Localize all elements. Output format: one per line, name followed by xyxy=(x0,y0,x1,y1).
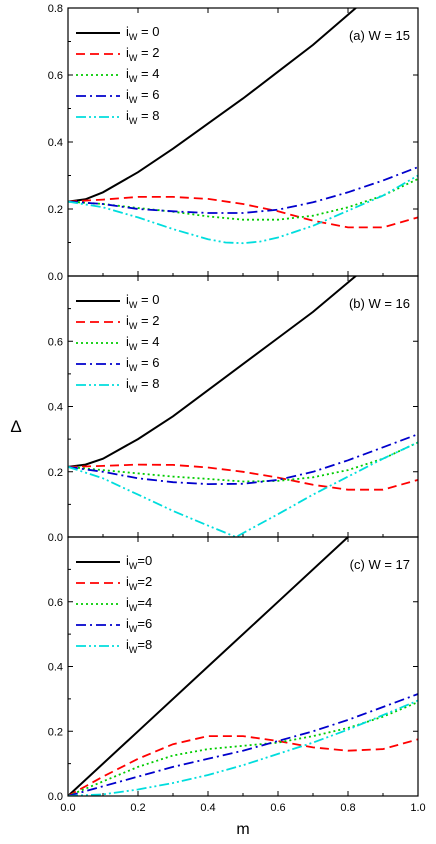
y-tick-label-3-1: 0.2 xyxy=(48,726,63,738)
series-line-2-2 xyxy=(68,441,418,483)
legend-label-1-2: iW = 4 xyxy=(126,66,159,84)
series-line-1-4 xyxy=(68,174,418,245)
y-tick-label-2-3: 0.6 xyxy=(48,336,63,348)
legend-label-2-1: iW = 2 xyxy=(126,313,159,331)
series-line-2-0 xyxy=(68,276,358,468)
panel-2: 0.0 0.2 0.4 0.6 (b) W = 16 iW = 0 iW = 2 iW = 4… xyxy=(48,275,419,544)
y-tick-label-3-0: 0.0 xyxy=(48,791,63,803)
panel-title-3: (c) W = 17 xyxy=(350,557,410,572)
series-line-3-3 xyxy=(68,693,418,796)
x-axis-label: m xyxy=(236,821,249,838)
y-tick-label-1-1: 0.2 xyxy=(48,204,63,216)
x-tick-label-3-0: 0.0 xyxy=(60,802,75,814)
y-tick-label-2-0: 0.0 xyxy=(48,532,63,544)
legend-label-2-4: iW = 8 xyxy=(126,376,159,394)
legend-2: iW = 0 iW = 2 iW = 4 iW = 6 iW = 8 xyxy=(76,292,159,394)
y-tick-label-2-2: 0.4 xyxy=(48,402,63,414)
x-tick-label-3-1: 0.2 xyxy=(130,802,145,814)
y-tick-label-3-2: 0.4 xyxy=(48,662,63,674)
legend-label-3-2: iW=4 xyxy=(126,595,152,613)
x-tick-label-3-5: 1.0 xyxy=(410,802,425,814)
panel-3: 0.0 0.2 0.4 0.6 0.8 1.0 0.0 0.2 0.4 0.6 (c) W = 17… xyxy=(48,536,426,814)
series-line-1-1 xyxy=(68,195,418,229)
series-line-1-2 xyxy=(68,178,418,221)
x-tick-label-3-2: 0.4 xyxy=(200,802,215,814)
y-axis-label: Δ xyxy=(10,417,21,436)
legend-label-3-1: iW=2 xyxy=(126,574,152,592)
legend-label-1-0: iW = 0 xyxy=(126,24,159,42)
series-line-1-0 xyxy=(68,8,358,203)
y-tick-label-3-3: 0.6 xyxy=(48,597,63,609)
y-tick-label-1-0: 0.0 xyxy=(48,271,63,283)
legend-label-1-3: iW = 6 xyxy=(126,87,159,105)
legend-label-1-1: iW = 2 xyxy=(126,45,159,63)
series-line-3-4 xyxy=(68,699,418,796)
series-line-2-1 xyxy=(68,463,418,491)
legend-label-3-3: iW=6 xyxy=(126,616,152,634)
legend-label-2-0: iW = 0 xyxy=(126,292,159,310)
y-tick-label-1-3: 0.6 xyxy=(48,70,63,82)
series-line-1-3 xyxy=(68,166,418,214)
legend-label-2-2: iW = 4 xyxy=(126,334,159,352)
legend-label-2-3: iW = 6 xyxy=(126,355,159,373)
legend-label-3-4: iW=8 xyxy=(126,637,152,655)
x-tick-label-3-3: 0.6 xyxy=(270,802,285,814)
plot-frame-3 xyxy=(67,536,419,797)
y-tick-label-1-2: 0.4 xyxy=(48,137,63,149)
legend-label-1-4: iW = 8 xyxy=(126,108,159,126)
legend-label-3-0: iW=0 xyxy=(126,553,152,571)
y-tick-label-1-4: 0.8 xyxy=(48,3,63,15)
legend-1: iW = 0 iW = 2 iW = 4 iW = 6 iW = 8 xyxy=(76,24,159,126)
panel-title-2: (b) W = 16 xyxy=(349,296,410,311)
plot-frame-1 xyxy=(67,7,419,277)
y-tick-label-2-1: 0.2 xyxy=(48,467,63,479)
series-line-3-1 xyxy=(68,735,418,796)
legend-3: iW=0 iW=2 iW=4 iW=6 iW=8 xyxy=(76,553,152,655)
panel-title-1: (a) W = 15 xyxy=(349,28,410,43)
series-line-3-0 xyxy=(68,537,350,796)
series-line-2-3 xyxy=(68,433,418,486)
plot-frame-2 xyxy=(67,275,419,538)
series-line-2-4 xyxy=(68,441,418,537)
x-tick-label-3-4: 0.8 xyxy=(340,802,355,814)
